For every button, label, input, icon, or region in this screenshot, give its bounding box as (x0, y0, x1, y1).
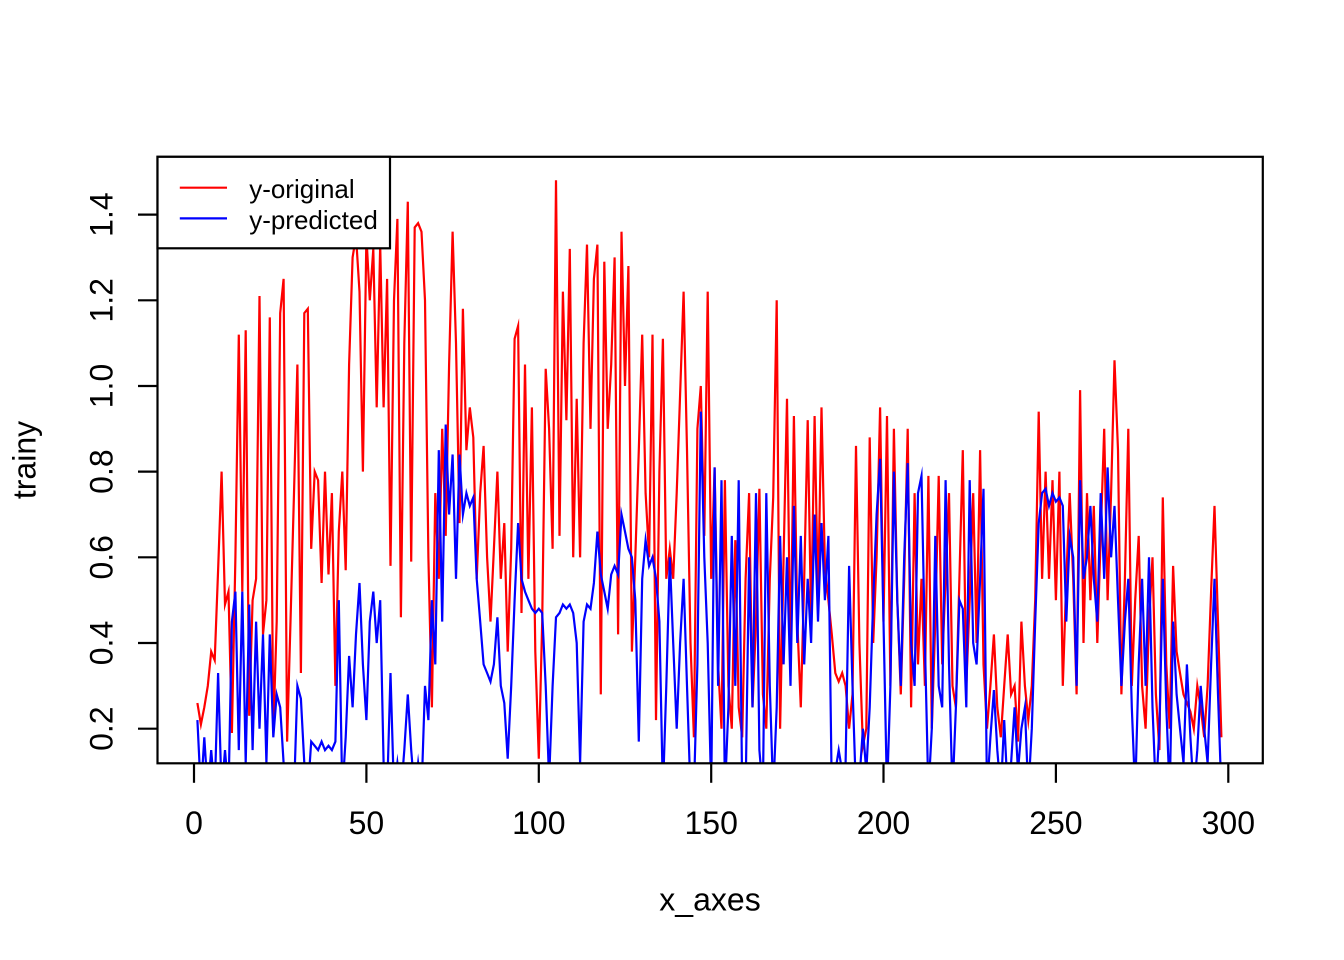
svg-text:x_axes: x_axes (659, 882, 760, 918)
svg-text:0.8: 0.8 (84, 449, 120, 493)
svg-text:trainy: trainy (7, 421, 43, 499)
svg-text:0.4: 0.4 (84, 621, 120, 665)
svg-text:100: 100 (512, 805, 565, 841)
svg-text:250: 250 (1029, 805, 1082, 841)
svg-text:150: 150 (685, 805, 738, 841)
svg-text:0.2: 0.2 (84, 706, 120, 750)
svg-text:0: 0 (185, 805, 203, 841)
svg-text:300: 300 (1202, 805, 1255, 841)
svg-text:1.4: 1.4 (84, 192, 120, 236)
svg-text:50: 50 (349, 805, 385, 841)
svg-text:1.2: 1.2 (84, 278, 120, 322)
svg-text:1.0: 1.0 (84, 364, 120, 408)
svg-text:y-predicted: y-predicted (249, 205, 378, 235)
svg-text:0.6: 0.6 (84, 535, 120, 579)
svg-text:200: 200 (857, 805, 910, 841)
svg-text:y-original: y-original (249, 174, 355, 204)
